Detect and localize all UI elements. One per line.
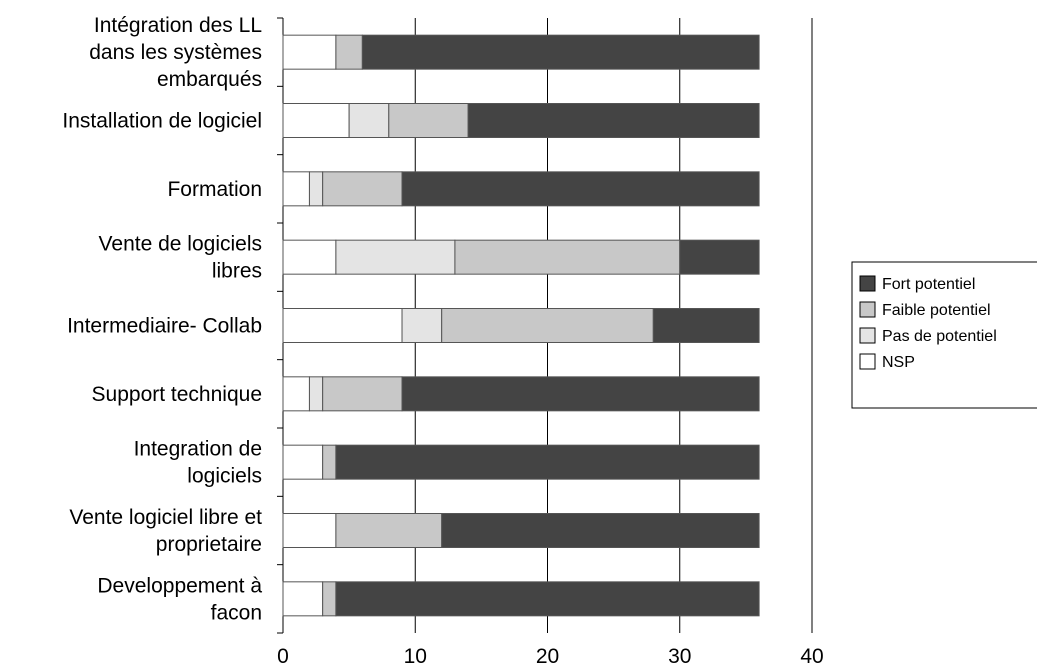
category-label-line: logiciels xyxy=(187,465,262,488)
bar-segment-faible-potentiel xyxy=(322,444,337,480)
bar-segment-fort-potentiel xyxy=(335,581,760,617)
legend-box xyxy=(851,261,1037,409)
category-label: Developpement à facon xyxy=(97,574,262,624)
bar-segment-fort-potentiel xyxy=(652,308,760,343)
category-label: Integration de logiciels xyxy=(134,438,262,488)
bar-segment-faible-potentiel xyxy=(441,308,654,343)
legend-swatch-pas-de-potentiel xyxy=(859,327,876,344)
bar-segment-faible-potentiel xyxy=(335,34,363,70)
category-label-line: Installation de logiciel xyxy=(62,110,262,133)
legend-label-fort-potentiel: Fort potentiel xyxy=(882,276,975,293)
category-label-line: Vente de logiciels xyxy=(99,233,262,256)
bar-segment-faible-potentiel xyxy=(322,171,403,207)
category-label: Installation de logiciel xyxy=(62,110,262,133)
legend-label-nsp: NSP xyxy=(882,354,915,371)
bar-segment-fort-potentiel xyxy=(441,513,760,548)
category-label-line: Developpement à xyxy=(97,574,262,597)
category-label-line: Integration de xyxy=(134,438,262,461)
category-label-line: embarqués xyxy=(157,68,262,91)
bar-segment-fort-potentiel xyxy=(335,444,760,480)
x-tick-label-20: 20 xyxy=(536,645,559,666)
x-tick-label-30: 30 xyxy=(668,645,691,666)
category-label-line: libres xyxy=(212,260,262,283)
bar-segment-fort-potentiel xyxy=(467,103,760,138)
bar-segment-nsp xyxy=(282,308,403,343)
x-tick-labels: 0 10 20 30 40 xyxy=(277,645,824,666)
bar-segment-fort-potentiel xyxy=(679,239,760,275)
category-label-line: dans les systèmes xyxy=(89,41,262,64)
category-label-line: Formation xyxy=(167,178,262,201)
bar-segment-nsp xyxy=(282,34,337,70)
bar-segment-nsp xyxy=(282,239,337,275)
bar-segment-nsp xyxy=(282,171,310,207)
bar-segment-pas-de-potentiel xyxy=(401,308,443,343)
category-label: Intégration des LL dans les systèmes embar… xyxy=(89,14,262,91)
legend-swatch-faible-potentiel xyxy=(859,301,876,318)
bar-segment-faible-potentiel xyxy=(388,103,469,138)
bar-segment-faible-potentiel xyxy=(322,376,403,412)
x-tick-label-0: 0 xyxy=(277,645,289,666)
category-label-line: Intermediaire- Collab xyxy=(67,315,262,338)
bar-segment-pas-de-potentiel xyxy=(348,103,390,138)
bar-segment-fort-potentiel xyxy=(361,34,760,70)
bar-segment-faible-potentiel xyxy=(335,513,443,548)
category-label: Vente logiciel libre et proprietaire xyxy=(69,506,262,556)
category-label-line: facon xyxy=(211,601,262,624)
bar-segment-nsp xyxy=(282,376,310,412)
bar-segment-nsp xyxy=(282,513,337,548)
bars xyxy=(282,34,760,617)
legend-swatch-nsp xyxy=(859,353,876,370)
legend-swatch-fort-potentiel xyxy=(859,275,876,292)
category-label: Intermediaire- Collab xyxy=(67,315,262,338)
category-labels: Intégration des LL dans les systèmes embar… xyxy=(62,14,262,624)
category-label-line: Intégration des LL xyxy=(94,14,262,37)
legend: Fort potentiel Faible potentiel Pas de pot… xyxy=(851,261,1037,409)
bar-segment-fort-potentiel xyxy=(401,376,760,412)
legend-label-faible-potentiel: Faible potentiel xyxy=(882,302,991,319)
bar-segment-nsp xyxy=(282,444,324,480)
category-label-line: Support technique xyxy=(92,383,262,406)
category-label: Vente de logiciels libres xyxy=(99,233,262,283)
bar-segment-pas-de-potentiel xyxy=(308,376,324,412)
bar-segment-nsp xyxy=(282,103,350,138)
x-tick-label-40: 40 xyxy=(800,645,823,666)
bar-segment-nsp xyxy=(282,581,324,617)
category-label: Support technique xyxy=(92,383,262,406)
category-label: Formation xyxy=(167,178,262,201)
x-tick-label-10: 10 xyxy=(404,645,427,666)
bar-segment-pas-de-potentiel xyxy=(308,171,324,207)
legend-label-pas-de-potentiel: Pas de potentiel xyxy=(882,328,997,345)
bar-segment-pas-de-potentiel xyxy=(335,239,456,275)
bar-segment-faible-potentiel xyxy=(322,581,337,617)
category-label-line: Vente logiciel libre et xyxy=(69,506,262,529)
axes xyxy=(277,17,284,634)
bar-segment-fort-potentiel xyxy=(401,171,760,207)
bar-segment-faible-potentiel xyxy=(454,239,681,275)
category-label-line: proprietaire xyxy=(156,533,262,556)
